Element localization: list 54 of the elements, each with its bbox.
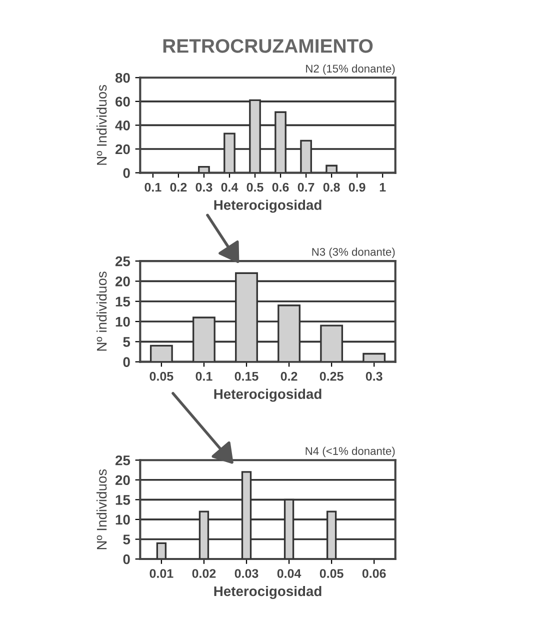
x-tick-label: 0.02: [192, 569, 216, 578]
bar: [156, 542, 167, 560]
bar: [150, 344, 173, 362]
x-tick-label: 0.06: [362, 569, 386, 578]
bar: [198, 166, 210, 173]
y-axis-title: Nº individuos: [96, 272, 107, 351]
y-tick-label: 25: [115, 455, 130, 466]
y-tick-label: 0: [123, 168, 130, 178]
bar: [362, 352, 386, 362]
x-axis-title: Heterocigosidad: [214, 200, 322, 213]
x-tick-label: 0.15: [234, 372, 258, 381]
x-tick-label: 0.1: [196, 372, 212, 381]
y-tick-label: 0: [123, 357, 130, 367]
y-tick-label: 15: [116, 296, 130, 307]
x-tick-label: 0.8: [323, 182, 340, 192]
chart-subtitle: N2 (15% donante): [306, 64, 395, 75]
y-tick-label: 15: [116, 495, 130, 505]
x-tick-label: 0.7: [298, 182, 314, 192]
x-tick-label: 1: [380, 182, 386, 192]
x-tick-label: 0.25: [320, 372, 344, 381]
x-tick-label: 0.3: [366, 372, 382, 381]
chart-subtitle: N3 (3% donante): [312, 248, 395, 258]
y-tick-label: 10: [116, 514, 130, 525]
chart-subtitle: N4 (<1% donante): [306, 446, 395, 458]
x-tick-label: 0.3: [196, 182, 212, 192]
x-tick-label: 0.5: [246, 182, 264, 192]
x-tick-label: 0.05: [150, 372, 174, 381]
y-tick-label: 0: [123, 554, 130, 564]
bar: [326, 164, 338, 173]
y-tick-label: 5: [123, 534, 130, 544]
y-tick-label: 40: [115, 120, 130, 130]
y-tick-label: 25: [115, 256, 130, 266]
y-tick-label: 10: [116, 316, 130, 327]
x-axis-title: Heterocigosidad: [214, 388, 322, 402]
y-tick-label: 80: [115, 72, 130, 83]
y-axis-title: Nº Individuos: [96, 84, 107, 165]
x-tick-label: 0.9: [348, 182, 366, 192]
x-tick-label: 0.2: [170, 182, 187, 192]
x-tick-label: 0.04: [277, 569, 302, 578]
y-tick-label: 20: [115, 144, 130, 154]
y-tick-label: 20: [115, 475, 130, 486]
y-tick-label: 5: [123, 337, 130, 347]
x-tick-label: 0.4: [221, 182, 238, 192]
x-tick-label: 0.03: [234, 569, 258, 578]
y-tick-label: 20: [115, 276, 130, 286]
x-tick-label: 0.1: [144, 182, 162, 192]
x-tick-label: 0.01: [150, 569, 174, 578]
chart-title: RETROCRUZAMIENTO: [163, 39, 373, 53]
y-tick-label: 60: [116, 96, 130, 107]
x-tick-label: 0.2: [280, 372, 298, 381]
x-axis-title: Heterocigosidad: [214, 586, 322, 599]
y-axis-title: Nº Individuos: [96, 469, 107, 550]
x-tick-label: 0.05: [320, 569, 344, 578]
x-tick-label: 0.6: [272, 182, 289, 192]
